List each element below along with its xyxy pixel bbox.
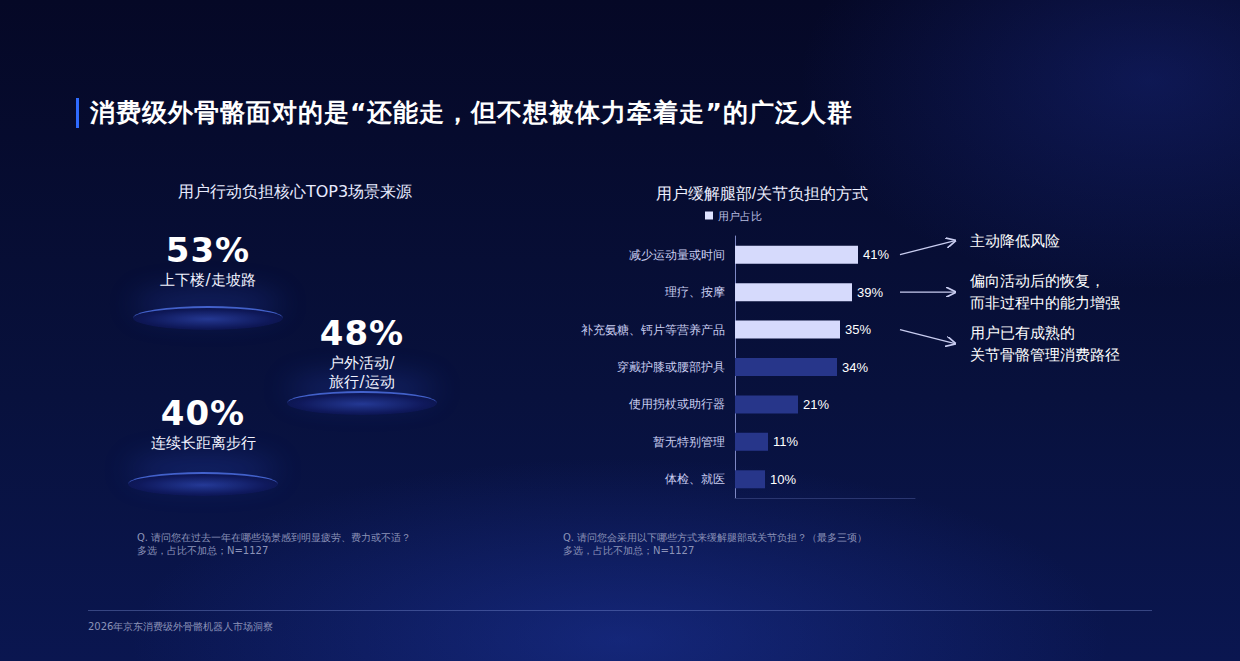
svg-text:用户缓解腿部/关节负担的方式: 用户缓解腿部/关节负担的方式 (656, 185, 868, 202)
html-text:多选，占比不加总；N=1127: 多选，占比不加总；N=1127 (563, 545, 695, 556)
svg-text:使用拐杖或助行器: 使用拐杖或助行器 (629, 397, 725, 411)
svg-text:而非过程中的能力增强: 而非过程中的能力增强 (970, 294, 1120, 312)
html-text:上下楼/走坡路: 上下楼/走坡路 (160, 271, 256, 289)
svg-text:体检、就医: 体检、就医 (665, 472, 725, 486)
svg-text:理疗、按摩: 理疗、按摩 (665, 285, 725, 299)
html-text:53%: 53% (165, 230, 251, 270)
svg-text:用户占比: 用户占比 (718, 210, 762, 222)
svg-text:补充氨糖、钙片等营养产品: 补充氨糖、钙片等营养产品 (581, 323, 725, 337)
html-text:2026年京东消费级外骨骼机器人市场洞察: 2026年京东消费级外骨骼机器人市场洞察 (88, 621, 274, 632)
html-text:Q. 请问您会采用以下哪些方式来缓解腿部或关节负担？（最多三: Q. 请问您会采用以下哪些方式来缓解腿部或关节负担？（最多三项） (563, 532, 868, 543)
html-text:用户行动负担核心TOP3场景来源: 用户行动负担核心TOP3场景来源 (177, 182, 413, 201)
html-text:Q. 请问您在过去一年在哪些场景感到明显疲劳、费力或不适？: Q. 请问您在过去一年在哪些场景感到明显疲劳、费力或不适？ (137, 532, 412, 543)
svg-text:11%: 11% (773, 434, 798, 449)
svg-text:41%: 41% (863, 247, 889, 262)
html-text:消费级外骨骼面对的是“还能走，但不想被体力牵着走”的广泛人群: 消费级外骨骼面对的是“还能走，但不想被体力牵着走”的广泛人群 (90, 98, 853, 127)
svg-text:减少运动量或时间: 减少运动量或时间 (629, 248, 725, 262)
html-text:多选，占比不加总；N=1127: 多选，占比不加总；N=1127 (137, 545, 269, 556)
svg-text:35%: 35% (845, 322, 871, 337)
svg-text:21%: 21% (803, 397, 829, 412)
html-text:48%: 48% (319, 313, 405, 353)
svg-text:偏向活动后的恢复，: 偏向活动后的恢复， (970, 272, 1105, 290)
svg-text:关节骨骼管理消费路径: 关节骨骼管理消费路径 (970, 346, 1120, 364)
svg-text:10%: 10% (770, 472, 796, 487)
html-text:连续长距离步行: 连续长距离步行 (150, 434, 256, 452)
html-text:旅行/运动: 旅行/运动 (329, 373, 395, 391)
html-text:40%: 40% (160, 393, 246, 433)
svg-text:穿戴护膝或腰部护具: 穿戴护膝或腰部护具 (617, 360, 725, 374)
svg-text:用户已有成熟的: 用户已有成熟的 (970, 324, 1075, 342)
svg-text:主动降低风险: 主动降低风险 (970, 232, 1060, 250)
svg-text:暂无特别管理: 暂无特别管理 (653, 435, 725, 449)
html-text:户外活动/: 户外活动/ (329, 354, 395, 372)
svg-text:39%: 39% (857, 285, 883, 300)
svg-text:34%: 34% (842, 360, 868, 375)
